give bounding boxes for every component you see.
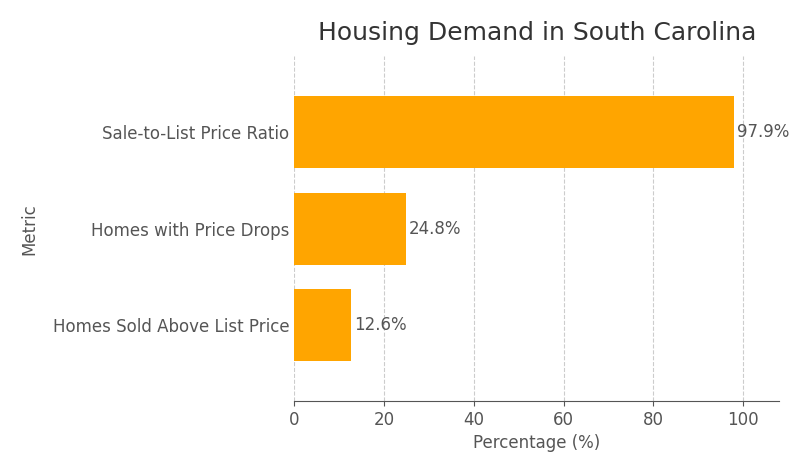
Title: Housing Demand in South Carolina: Housing Demand in South Carolina [318,21,756,45]
Text: 12.6%: 12.6% [354,316,407,334]
Bar [294,289,350,361]
X-axis label: Percentage (%): Percentage (%) [473,434,600,452]
Text: 97.9%: 97.9% [738,123,790,141]
Y-axis label: Metric: Metric [21,203,39,254]
Text: 24.8%: 24.8% [409,219,462,238]
Bar [294,96,734,168]
Bar [294,193,406,265]
